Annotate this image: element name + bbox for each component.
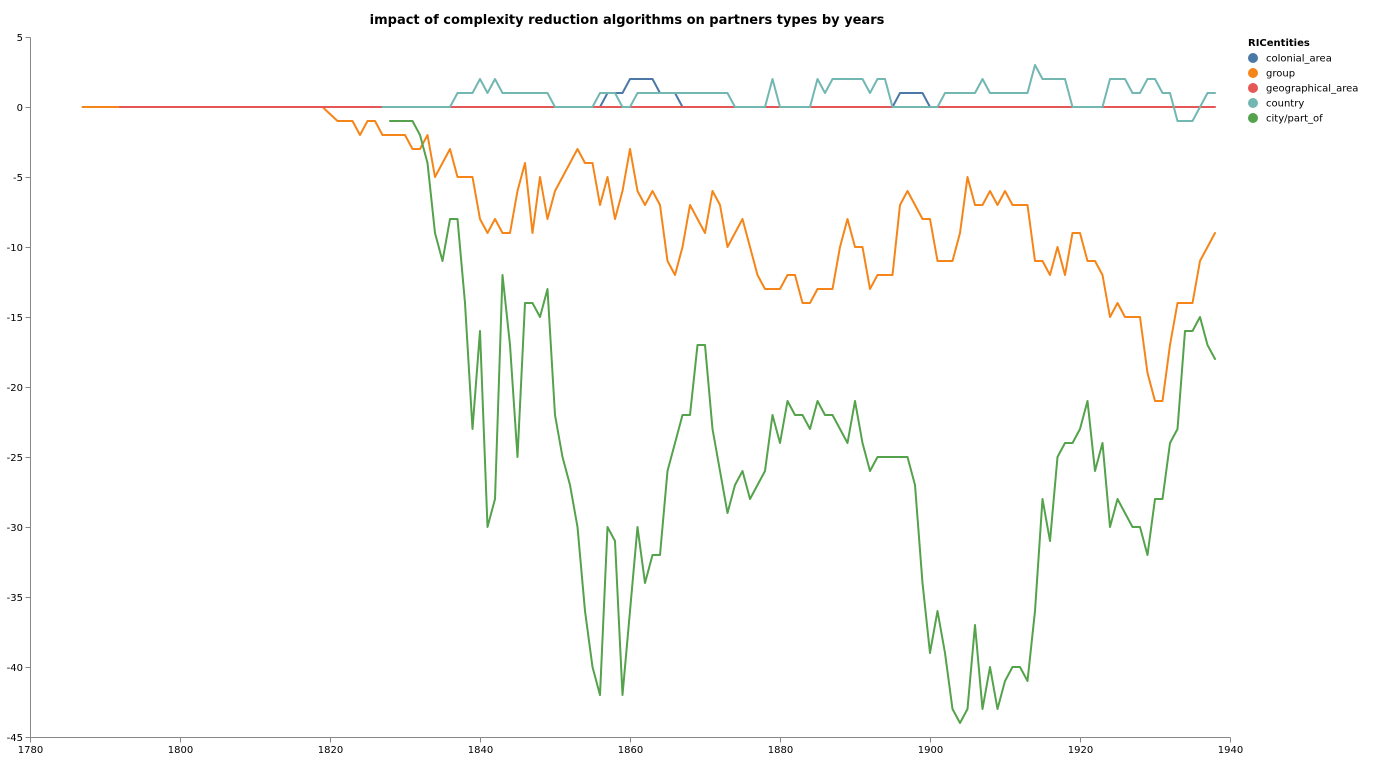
legend-title: RICentities xyxy=(1248,38,1310,49)
y-axis: 5 0 -5 -10 -15 -20 -25 -30 -35 -40 -45 xyxy=(7,33,31,744)
y-tick-label: -25 xyxy=(7,453,23,464)
x-tick-label: 1920 xyxy=(1068,745,1093,756)
y-tick-label: -40 xyxy=(7,663,23,674)
legend-label-colonial-area: colonial_area xyxy=(1266,54,1332,65)
y-tick-label: 5 xyxy=(17,33,23,44)
legend-swatch-geographical-area xyxy=(1248,83,1258,93)
legend-swatch-city-part-of xyxy=(1248,113,1258,123)
legend-label-group: group xyxy=(1266,69,1295,80)
x-tick-label: 1780 xyxy=(18,745,43,756)
x-tick-label: 1880 xyxy=(768,745,793,756)
series-layer xyxy=(81,64,1216,724)
series-line-group xyxy=(81,106,1216,402)
legend-label-city-part-of: city/part_of xyxy=(1266,114,1323,125)
x-tick-label: 1860 xyxy=(618,745,643,756)
y-tick-label: -15 xyxy=(7,313,23,324)
x-tick-label: 1940 xyxy=(1218,745,1243,756)
y-tick-label: -5 xyxy=(13,173,23,184)
legend-label-geographical-area: geographical_area xyxy=(1266,84,1358,95)
y-tick-label: 0 xyxy=(17,103,23,114)
y-tick-label: -10 xyxy=(7,243,23,254)
series-line-country xyxy=(381,64,1216,122)
x-tick-label: 1800 xyxy=(168,745,193,756)
series-line-city-part-of xyxy=(389,120,1216,724)
y-tick-label: -20 xyxy=(7,383,23,394)
y-tick-label: -30 xyxy=(7,523,23,534)
y-tick-label: -45 xyxy=(7,733,23,744)
x-tick-label: 1820 xyxy=(318,745,343,756)
chart-title: impact of complexity reduction algorithm… xyxy=(370,13,885,28)
x-axis: 1780 1800 1820 1840 1860 1880 1900 1920 1940 xyxy=(18,737,1243,756)
legend-label-country: country xyxy=(1266,99,1304,110)
legend-swatch-country xyxy=(1248,98,1258,108)
legend-swatch-colonial-area xyxy=(1248,53,1258,63)
legend-swatch-group xyxy=(1248,68,1258,78)
x-tick-label: 1900 xyxy=(918,745,943,756)
x-tick-label: 1840 xyxy=(468,745,493,756)
y-tick-label: -35 xyxy=(7,593,23,604)
